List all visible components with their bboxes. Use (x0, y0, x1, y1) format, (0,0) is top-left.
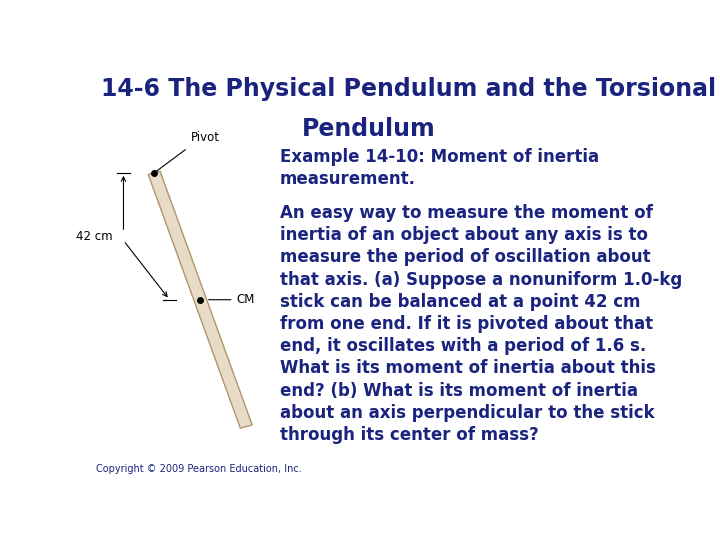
Text: Example 14-10: Moment of inertia
measurement.: Example 14-10: Moment of inertia measure… (280, 148, 599, 188)
Text: 42 cm: 42 cm (76, 230, 112, 243)
Text: CM: CM (236, 293, 255, 306)
Text: An easy way to measure the moment of
inertia of an object about any axis is to
m: An easy way to measure the moment of ine… (280, 204, 682, 444)
Text: 14-6 The Physical Pendulum and the Torsional: 14-6 The Physical Pendulum and the Torsi… (101, 77, 716, 102)
Text: Pendulum: Pendulum (302, 117, 436, 141)
Text: Copyright © 2009 Pearson Education, Inc.: Copyright © 2009 Pearson Education, Inc. (96, 464, 302, 474)
Text: Pivot: Pivot (190, 131, 220, 144)
Polygon shape (148, 171, 252, 428)
